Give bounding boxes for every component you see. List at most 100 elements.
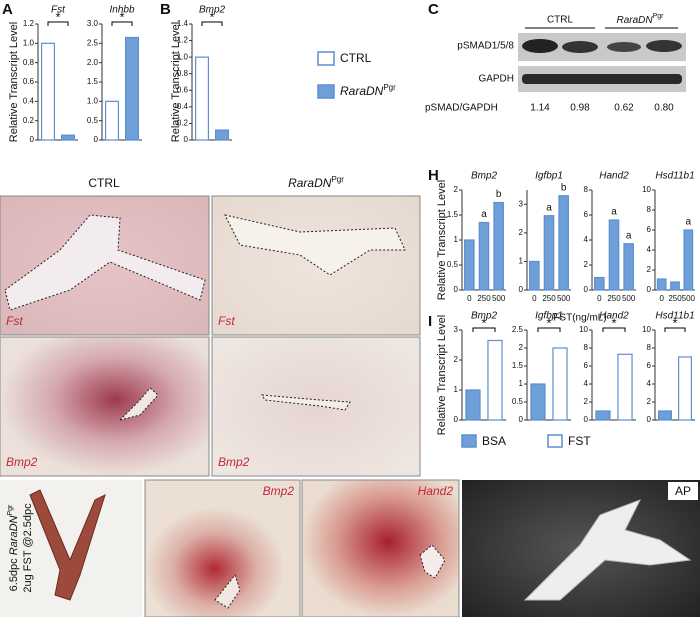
ratio: 1.14: [530, 103, 550, 114]
ratio: 0.98: [570, 103, 590, 114]
outline: [214, 573, 241, 609]
image-label: Bmp2: [218, 455, 250, 469]
x-tick-label: 0: [467, 294, 472, 303]
y-tick-label: 6: [647, 225, 652, 234]
chart-title: Hsd11b1: [655, 311, 694, 322]
caption: RaraDN: [8, 515, 20, 555]
y-tick-label: 1.5: [447, 210, 459, 219]
image-label: Fst: [218, 314, 235, 328]
y-tick-label: 10: [579, 325, 588, 334]
sig-letter: a: [546, 202, 552, 213]
group-label: RaraDNPgr: [616, 13, 664, 26]
y-tick-label: 2.5: [87, 38, 99, 47]
row-label: GAPDH: [478, 74, 514, 85]
sig-bracket: [111, 21, 133, 26]
sig-letter: a: [686, 217, 692, 228]
lumen: [523, 499, 692, 601]
y-tick-label: 2.5: [512, 325, 524, 334]
y-axis-title: Relative Transcript Level: [436, 315, 448, 435]
legend-label: RaraDNPgr: [340, 83, 396, 98]
y-tick-label: 0: [519, 285, 524, 294]
sig-bracket: [472, 327, 496, 332]
caption: 2ug FST @2.5dpc: [22, 503, 34, 593]
legend-sup: Pgr: [383, 83, 396, 92]
uterus: [29, 489, 106, 601]
x-tick-label: 500: [492, 294, 506, 303]
x-tick-label: 0: [659, 294, 664, 303]
y-tick-label: 0: [454, 415, 459, 424]
panel-label: B: [160, 1, 171, 18]
bar: [670, 281, 680, 291]
sig-bracket: [602, 327, 626, 332]
y-tick-label: 1.2: [177, 36, 189, 45]
image-label: AP: [675, 484, 691, 498]
chart-title: Hand2: [599, 171, 629, 182]
band: [607, 42, 641, 52]
y-tick-label: 1.5: [87, 77, 99, 86]
y-tick-label: 8: [584, 185, 589, 194]
bar: [60, 134, 75, 141]
y-tick-label: 1.2: [23, 19, 35, 28]
column-header: CTRL: [88, 176, 120, 190]
y-tick-label: 10: [642, 185, 651, 194]
western-blot: CTRL RaraDNPgr pSMAD1/5/8 GAPDH pSMAD/GA…: [425, 13, 686, 114]
band: [522, 39, 558, 53]
legend-label: FST: [568, 434, 591, 448]
y-tick-label: 2: [519, 343, 524, 352]
chart-title: Hsd11b1: [655, 171, 694, 182]
y-tick-label: 3: [519, 199, 524, 208]
sig-star: *: [546, 315, 551, 330]
group-label: RaraDN: [616, 15, 653, 26]
y-tick-label: 2: [454, 355, 459, 364]
y-tick-label: 0.5: [87, 116, 99, 125]
band: [562, 41, 598, 53]
y-axis-title: Relative Transcript Level: [170, 22, 182, 142]
micrographs: Fst Fst Bmp2 Bmp2 6.5dpc RaraDNPgr 2ug F…: [0, 195, 700, 618]
chart-title: Bmp2: [471, 171, 498, 182]
x-tick-label: 0: [597, 294, 602, 303]
y-tick-label: 6: [584, 361, 589, 370]
y-tick-label: 2.0: [87, 58, 99, 67]
y-tick-label: 0.5: [447, 260, 459, 269]
x-tick-label: 250: [607, 294, 621, 303]
chart-title: Fst: [51, 5, 66, 16]
bar: [558, 195, 569, 291]
y-tick-label: 0.8: [177, 69, 189, 78]
sig-letter: b: [496, 189, 502, 200]
sig-letter: a: [481, 209, 487, 220]
column-header: RaraDN: [288, 176, 332, 190]
bar: [478, 221, 490, 291]
bar: [487, 339, 503, 421]
ratio: 0.62: [614, 103, 634, 114]
legend-swatch: [547, 434, 563, 448]
bar: [215, 129, 230, 141]
sig-bracket: [664, 327, 686, 332]
y-tick-label: 0: [584, 415, 589, 424]
caption: 6.5dpc RaraDNPgr: [7, 504, 20, 591]
chart-title: Igfbp1: [535, 311, 563, 322]
outline: [4, 214, 206, 311]
panel-label: C: [428, 1, 439, 18]
y-tick-label: 2: [519, 228, 524, 237]
y-tick-label: 0: [647, 415, 652, 424]
y-tick-label: 0.4: [177, 102, 189, 111]
x-axis-label: FST(ng/mL): [553, 313, 606, 324]
bar: [40, 42, 55, 141]
sig-star: *: [209, 9, 214, 24]
y-tick-label: 1.4: [177, 19, 189, 28]
y-tick-label: 0.4: [23, 96, 35, 105]
ratio: 0.80: [654, 103, 674, 114]
y-tick-label: 0.2: [23, 116, 35, 125]
y-tick-label: 8: [584, 343, 589, 352]
y-tick-label: 0: [30, 135, 35, 144]
y-tick-label: 2: [584, 397, 589, 406]
legend: CTRL RaraDNPgr: [317, 51, 396, 99]
y-tick-label: 10: [642, 325, 651, 334]
bar: [617, 353, 633, 421]
y-tick-label: 0: [519, 415, 524, 424]
outline: [118, 387, 159, 421]
bar: [464, 239, 475, 291]
bar: [608, 219, 620, 291]
chart-title: Igfbp1: [535, 171, 563, 182]
caption: 6.5dpc: [8, 555, 20, 591]
